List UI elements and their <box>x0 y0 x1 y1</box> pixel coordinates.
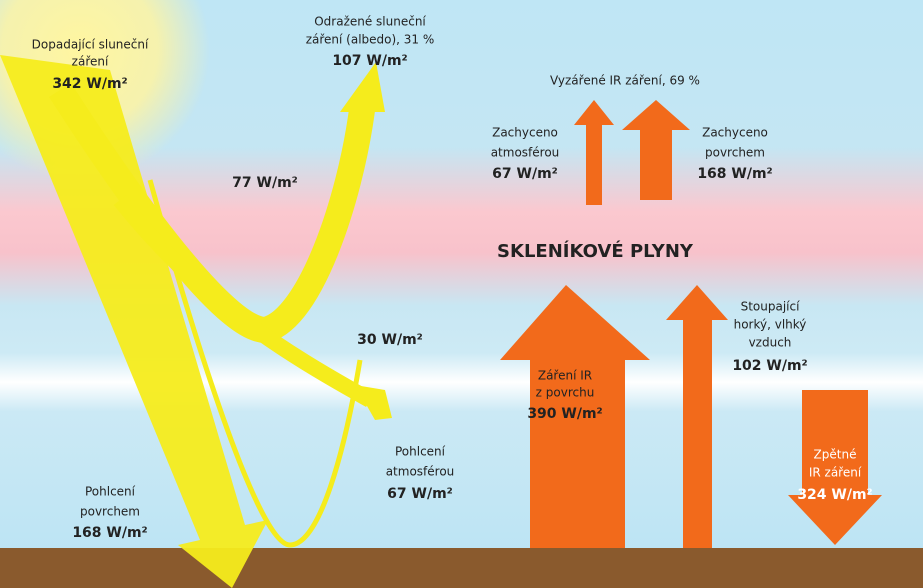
ir-arrows <box>500 100 882 548</box>
label-line: Vyzářené IR záření, 69 % <box>550 74 700 88</box>
label-value: 107 W/m² <box>332 53 407 69</box>
label-line: atmosférou <box>386 465 455 479</box>
atmosphere-beam <box>113 195 374 407</box>
label-value: 324 W/m² <box>797 487 872 503</box>
label-line: Zachyceno <box>492 126 558 140</box>
label-value: 168 W/m² <box>72 525 147 541</box>
label-line: povrchem <box>705 146 765 160</box>
label-line: Záření IR <box>538 369 592 383</box>
label-line: vzduch <box>749 336 792 350</box>
solar-arrows <box>0 55 392 588</box>
label-value: 102 W/m² <box>732 358 807 374</box>
label-line: záření <box>72 55 109 69</box>
label-line: Zachyceno <box>702 126 768 140</box>
arrow-atmosphere <box>574 100 614 205</box>
label-value: 77 W/m² <box>232 175 298 191</box>
arrow-convection <box>666 285 728 548</box>
label-value: 30 W/m² <box>357 332 423 348</box>
label-value: 168 W/m² <box>697 166 772 182</box>
label-line: horký, vlhký <box>734 318 807 332</box>
label-value: 390 W/m² <box>527 406 602 422</box>
label-line: atmosférou <box>491 146 560 160</box>
arrow-ir-surface <box>500 285 650 548</box>
atmosphere-head <box>355 385 392 420</box>
label-line: Dopadající sluneční <box>32 38 149 52</box>
arrow-surface <box>622 100 690 200</box>
label-line: Pohlcení <box>395 445 446 459</box>
arrow-back-ir <box>788 390 882 545</box>
title: SKLENÍKOVÉ PLYNY <box>497 240 694 262</box>
label-line: záření (albedo), 31 % <box>306 33 435 47</box>
label-line: Pohlcení <box>85 485 136 499</box>
ground <box>0 548 923 588</box>
label-value: 67 W/m² <box>387 486 453 502</box>
label-line: Odražené sluneční <box>314 15 426 29</box>
reflected-head <box>340 62 385 112</box>
label-value: 342 W/m² <box>52 76 127 92</box>
label-line: IR záření <box>809 466 862 480</box>
label-line: povrchem <box>80 505 140 519</box>
label-line: Stoupající <box>741 300 801 314</box>
label-value: 67 W/m² <box>492 166 558 182</box>
thin-loop <box>147 179 363 548</box>
incoming-beam <box>0 55 268 588</box>
label-line: z povrchu <box>536 386 595 400</box>
label-line: Zpětné <box>814 448 857 462</box>
